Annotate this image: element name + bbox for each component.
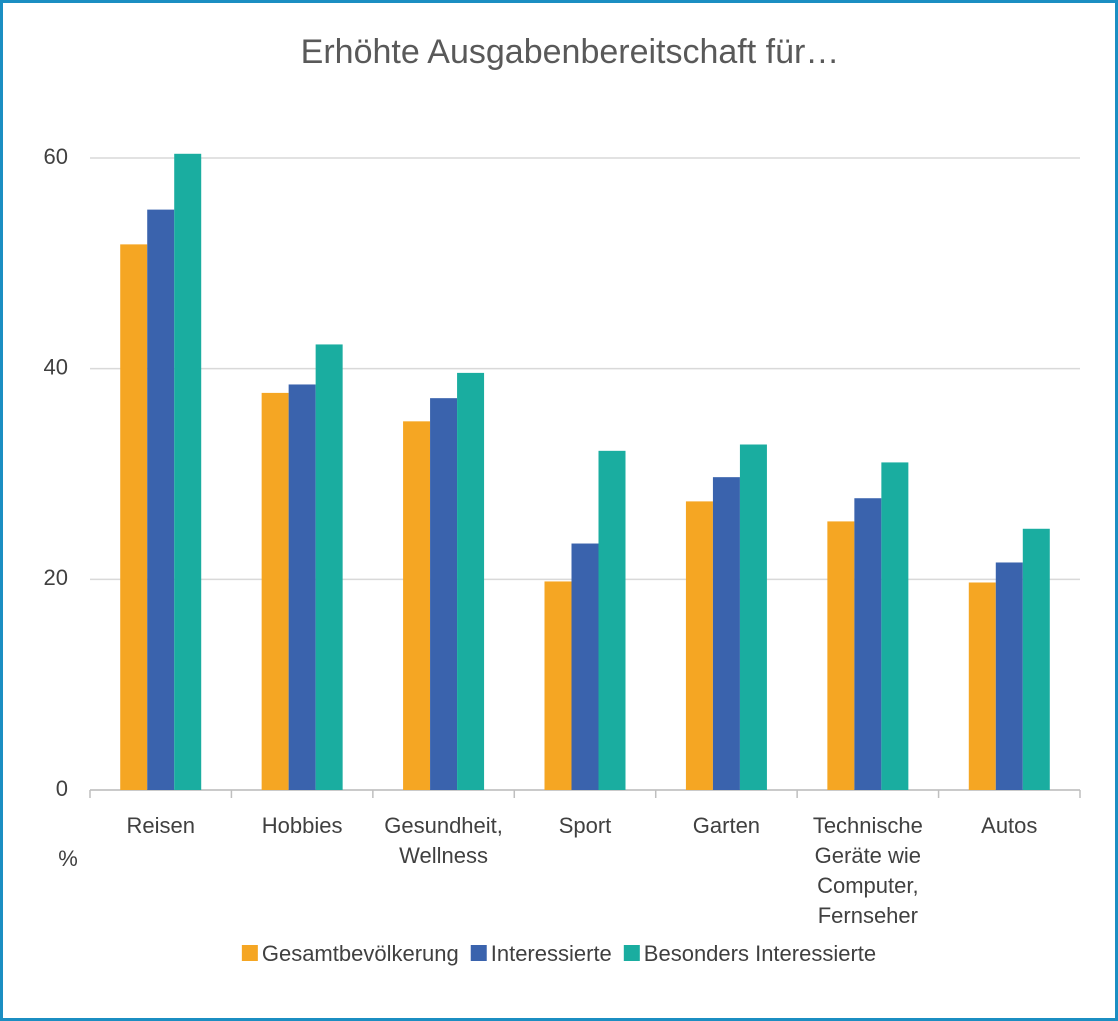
bar: [854, 498, 882, 790]
bar: [571, 543, 599, 790]
bar: [968, 582, 996, 790]
y-axis-label: %: [58, 846, 78, 871]
bar: [457, 372, 485, 790]
bar: [430, 398, 458, 790]
legend-swatch: [241, 945, 258, 961]
bar: [120, 244, 148, 790]
legend-label: Interessierte: [491, 941, 612, 966]
bar: [174, 153, 202, 790]
x-tick-label: Reisen: [126, 813, 194, 838]
x-tick-label: Sport: [559, 813, 612, 838]
bar: [712, 477, 740, 790]
bar: [881, 462, 909, 790]
legend-swatch: [470, 945, 487, 961]
bar: [739, 444, 767, 790]
bar: [403, 421, 431, 790]
bar: [544, 581, 572, 790]
x-tick-label: Gesundheit, Wellness: [384, 813, 503, 868]
bar: [1022, 528, 1050, 790]
bar: [288, 384, 316, 790]
chart-title: Erhöhte Ausgabenbereitschaft für…: [301, 33, 840, 71]
legend-label: Besonders Interessierte: [644, 941, 876, 966]
bar: [995, 562, 1023, 790]
legend-swatch: [623, 945, 640, 961]
bar: [598, 450, 626, 790]
bar: [827, 521, 855, 790]
bar: [315, 344, 343, 790]
bar: [261, 392, 289, 790]
x-tick-label: Hobbies: [262, 813, 343, 838]
y-tick-label: 60: [44, 144, 68, 169]
y-tick-label: 40: [44, 354, 68, 379]
x-tick-label: Garten: [693, 813, 760, 838]
x-tick-label: Autos: [981, 813, 1037, 838]
bar: [685, 501, 713, 790]
y-tick-label: 20: [44, 565, 68, 590]
y-tick-label: 0: [56, 776, 68, 801]
x-tick-label: Technische Geräte wie Computer, Fernseher: [813, 813, 923, 928]
bar: [147, 209, 175, 790]
legend-label: Gesamtbevölkerung: [262, 941, 459, 966]
